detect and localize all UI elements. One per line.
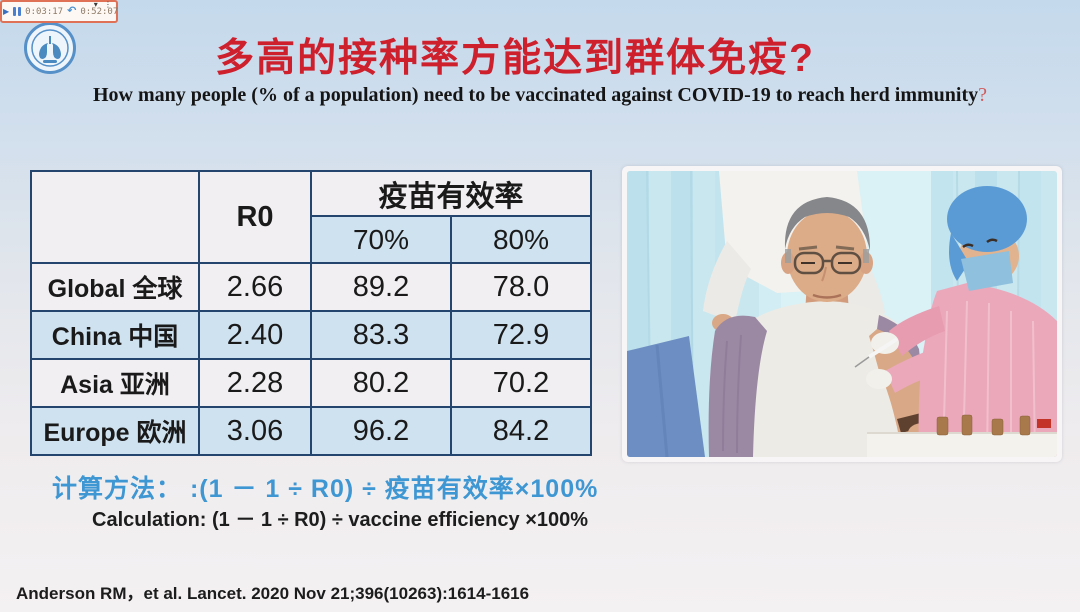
slide-subtitle: How many people (% of a population) need…	[0, 84, 1080, 107]
row-eff80: 84.2	[450, 406, 592, 456]
row-label: Europe 欧洲	[30, 406, 200, 456]
row-r0: 2.66	[198, 262, 312, 312]
elapsed-time: 0:03:17	[25, 6, 64, 17]
blue-drape	[627, 336, 705, 457]
table-header-r0: R0	[198, 170, 312, 264]
row-label: Global 全球	[30, 262, 200, 312]
table-header-70: 70%	[310, 215, 452, 264]
patient-figure	[708, 197, 938, 457]
table-row-global: Global 全球 2.66 89.2 78.0	[30, 262, 592, 312]
replay-icon[interactable]: ↶	[67, 5, 77, 17]
row-eff70: 80.2	[310, 358, 452, 408]
row-label: China 中国	[30, 310, 200, 360]
subtitle-text: How many people (% of a population) need…	[92, 84, 979, 106]
red-badge	[1037, 419, 1051, 428]
row-eff80: 72.9	[450, 310, 592, 360]
citation-text: Anderson RM，et al. Lancet. 2020 Nov 21;3…	[16, 584, 530, 603]
table-header-row-1: R0 疫苗有效率	[30, 170, 592, 264]
remaining-time: 0:52:07	[80, 6, 119, 17]
table-row-china: China 中国 2.40 83.3 72.9	[30, 310, 592, 360]
calculation-formula-en: Calculation: (1 － 1 ÷ R0) ÷ vaccine effi…	[92, 509, 589, 531]
row-eff80: 78.0	[450, 262, 592, 312]
row-r0: 2.40	[198, 310, 312, 360]
slide-title: 多高的接种率方能达到群体免疫?	[215, 37, 815, 80]
table-header-row-2: 70% 80%	[31, 215, 592, 264]
table-header-80: 80%	[450, 215, 592, 264]
table-header-vaccine-efficacy: 疫苗有效率	[310, 170, 592, 217]
kebab-menu-icon[interactable]: ⋮	[104, 0, 114, 9]
dropdown-arrow-icon[interactable]: ▾	[93, 0, 100, 9]
institute-logo-icon	[24, 22, 76, 74]
row-label: Asia 亚洲	[30, 358, 200, 408]
play-icon[interactable]: ▶	[3, 7, 10, 16]
table-row-asia: Asia 亚洲 2.28 80.2 70.2	[30, 358, 592, 408]
player-menu-icons[interactable]: ▾ ⋮	[94, 0, 114, 9]
player-control-bar[interactable]: ▶ 0:03:17 ↶ 0:52:07 ▾ ⋮	[0, 0, 118, 23]
row-eff70: 96.2	[310, 406, 452, 456]
table-row-europe: Europe 欧洲 3.06 96.2 84.2	[30, 406, 592, 456]
herd-immunity-table: R0 疫苗有效率 70% 80% Global 全球 2.66 89.2 78.…	[30, 170, 592, 456]
exam-table	[867, 414, 1057, 457]
row-r0: 3.06	[198, 406, 312, 456]
calculation-formula-cn: 计算方法： :(1 － 1 ÷ R0) ÷ 疫苗有效率×100%	[52, 475, 599, 503]
row-eff70: 83.3	[310, 310, 452, 360]
row-eff70: 89.2	[310, 262, 452, 312]
row-r0: 2.28	[198, 358, 312, 408]
table-corner-cell	[30, 170, 200, 264]
row-eff80: 70.2	[450, 358, 592, 408]
subtitle-question-mark: ?	[978, 84, 988, 106]
vaccination-photo	[622, 166, 1062, 462]
pause-icon[interactable]	[13, 7, 22, 16]
nurse-figure	[854, 186, 1057, 457]
